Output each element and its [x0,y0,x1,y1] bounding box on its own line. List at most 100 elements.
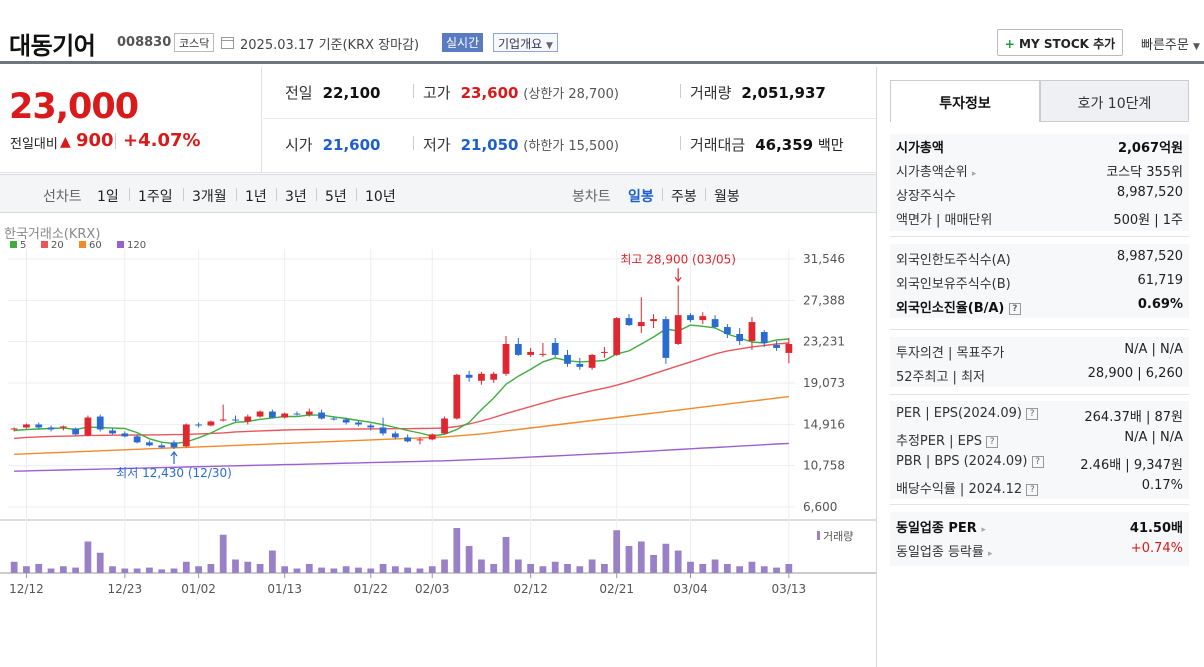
realtime-button[interactable]: 실시간 [442,33,484,52]
tab-investment-info[interactable]: 투자정보 [890,80,1040,122]
help-icon[interactable]: ? [1026,408,1039,420]
volume-bar [379,564,387,573]
x-tick-label: 12/12 [9,582,44,596]
period-3m[interactable]: 3개월 [192,189,227,205]
market-badge: 코스닥 [174,33,215,52]
candle-weekly[interactable]: 주봉 [671,189,697,205]
volume-bar [182,561,190,573]
add-mystock-button[interactable]: + MY STOCK 추가 [997,29,1123,56]
info-row: PER | EPS(2024.09) ? 264.37배 | 87원 [896,406,1183,425]
candle-body [723,327,731,335]
candle-body [588,354,596,368]
candle-body [478,373,485,381]
divider [662,188,663,201]
candle-body [625,318,633,326]
divider [356,188,357,201]
y-tick-label: 23,231 [803,335,845,349]
volume-bar [232,559,239,573]
volume-bar [748,561,756,573]
legend-label: 20 [51,240,64,251]
info-row: 상장주식수 8,987,520 [896,185,1183,204]
annotation-low: 최저 12,430 (12/30) [116,466,232,480]
divider [115,133,116,149]
candle-body [318,412,325,419]
volume-bar [72,567,80,573]
divider [236,188,237,201]
legend-swatch [10,241,17,248]
volume-bar [355,567,362,573]
candle-body [219,419,227,421]
current-price-box: 23,000 전일대비 ▲ 900 +4.07% [0,67,262,172]
info-row: 추정PER | EPS ? N/A | N/A [896,430,1183,449]
legend-swatch [117,241,124,248]
help-icon[interactable]: ? [1008,303,1021,315]
candle-monthly[interactable]: 월봉 [714,189,740,205]
chart-toolbar: 선차트 1일 1주일 3개월 1년 3년 5년 10년 봉차트 일봉 주봉 월봉 [0,174,876,213]
period-1d[interactable]: 1일 [97,189,119,205]
ma5-line [14,324,789,445]
candle-body [256,411,264,417]
volume-bars: 거래량 [10,528,853,573]
candle-body [121,433,129,437]
candle-body [404,437,412,442]
candlestick-chart[interactable]: 한국거래소(KRX) 5 20 60 120 31,546 27,388 23,231 19… [0,214,876,604]
info-row: 외국인보유주식수(B) 61,719 [896,273,1183,292]
divider [680,84,681,98]
period-5y[interactable]: 5년 [325,189,347,205]
volume-bar [773,567,780,573]
volume-bar [59,566,67,573]
company-info-dropdown[interactable]: 기업개요 ▼ [493,33,558,52]
x-tick-label: 02/12 [513,582,548,596]
info-row[interactable]: 동일업종 PER ▸ 41.50배 [896,521,1183,536]
volume-bar [637,541,645,573]
volume-bar [613,530,621,573]
volume-bar [564,564,571,573]
candle-body [158,445,166,448]
volume-bar [490,564,498,573]
help-icon[interactable]: ? [986,436,999,448]
candle-body [195,424,202,426]
candle-body [662,319,670,358]
annotation-high: 최고 28,900 (03/05) [620,252,736,266]
stock-chart[interactable]: 한국거래소(KRX) 5 20 60 120 31,546 27,388 23,231 19… [0,214,876,604]
current-price: 23,000 [9,87,139,127]
volume-bar [367,568,375,573]
info-group-sector: 동일업종 PER ▸ 41.50배 동일업종 등락률 ▸ +0.74% [890,512,1189,566]
legend-label: 60 [89,240,102,251]
stock-code: 008830 [117,35,172,50]
y-tick-label: 19,073 [803,376,845,390]
divider [680,136,681,150]
period-1y[interactable]: 1년 [245,189,267,205]
divider [413,84,414,98]
chevron-down-icon: ▼ [1192,42,1200,52]
arrow-up-icon [170,451,178,465]
candle-body [355,422,362,425]
period-3y[interactable]: 3년 [285,189,307,205]
day-low: 저가 21,050 (하한가 15,500) [423,136,619,154]
info-row[interactable]: 시가총액순위 ▸ 코스닥 355위 [896,165,1183,180]
info-group-market: 시가총액 2,067억원 시가총액순위 ▸ 코스닥 355위 상장주식수 8,987,… [890,134,1189,231]
volume-bar [711,559,719,573]
volume-bar [785,564,793,573]
info-row: 액면가 | 매매단위 500원 | 1주 [896,213,1183,228]
stock-header: 대동기어 008830 코스닥 2025.03.17 기준(KRX 장마감) 실… [0,0,1204,64]
moving-average-lines [14,324,789,472]
candle-daily[interactable]: 일봉 [628,189,654,205]
volume-bar [133,568,141,573]
legend-label: 5 [20,240,26,251]
help-icon[interactable]: ? [1031,456,1044,468]
period-1w[interactable]: 1주일 [138,189,173,205]
period-10y[interactable]: 10년 [365,189,396,205]
volume-bar [428,566,436,573]
tab-hoga-10[interactable]: 호가 10단계 [1040,80,1189,122]
volume-bar [35,564,43,573]
help-icon[interactable]: ? [1026,484,1039,496]
candle-body [748,322,756,341]
info-row[interactable]: 동일업종 등락률 ▸ +0.74% [896,541,1183,560]
candle-body [453,374,461,419]
candle-body [637,322,645,327]
divider [890,236,1189,237]
candle-body [330,418,338,420]
volume: 거래량 2,051,937 [690,84,826,102]
quick-order-dropdown[interactable]: 빠른주문 ▼ [1141,38,1200,53]
